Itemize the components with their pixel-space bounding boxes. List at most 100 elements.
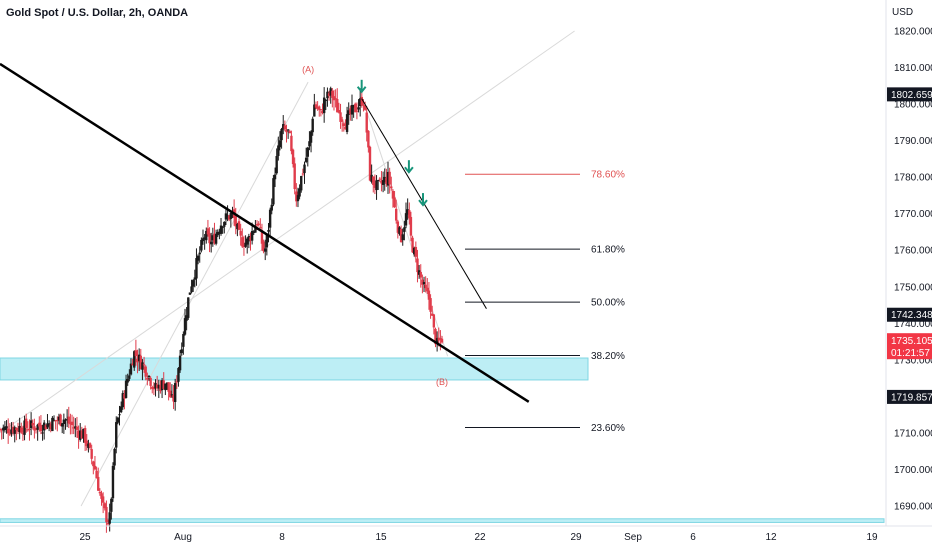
candle[interactable] xyxy=(394,199,398,224)
candle[interactable] xyxy=(31,419,34,430)
candle[interactable] xyxy=(77,425,80,449)
candle[interactable] xyxy=(33,418,36,439)
candle[interactable] xyxy=(190,279,193,294)
candle[interactable] xyxy=(249,232,252,251)
price-tag[interactable] xyxy=(887,307,932,322)
candle[interactable] xyxy=(345,106,349,135)
candle[interactable] xyxy=(432,314,436,335)
candle[interactable] xyxy=(352,104,355,118)
candle[interactable] xyxy=(137,348,141,371)
candle[interactable] xyxy=(23,415,26,441)
candle[interactable] xyxy=(15,427,18,441)
candle[interactable] xyxy=(393,191,396,208)
candle[interactable] xyxy=(111,462,115,502)
candle[interactable] xyxy=(34,427,38,434)
candle[interactable] xyxy=(252,230,255,236)
candle[interactable] xyxy=(414,241,418,263)
candle[interactable] xyxy=(203,234,206,250)
candle[interactable] xyxy=(373,174,377,195)
candle[interactable] xyxy=(175,375,179,389)
candle[interactable] xyxy=(390,176,393,191)
candle[interactable] xyxy=(41,424,44,441)
candle[interactable] xyxy=(195,248,198,286)
candle[interactable] xyxy=(385,168,388,187)
candle[interactable] xyxy=(308,131,311,151)
candle[interactable] xyxy=(126,373,129,386)
candle[interactable] xyxy=(85,434,88,451)
candle[interactable] xyxy=(223,221,226,234)
candle[interactable] xyxy=(59,413,62,427)
candle[interactable] xyxy=(74,418,77,438)
candle[interactable] xyxy=(380,171,383,192)
candle[interactable] xyxy=(105,500,108,533)
candle[interactable] xyxy=(82,428,85,443)
candle[interactable] xyxy=(311,116,314,136)
candle[interactable] xyxy=(295,183,298,207)
candle[interactable] xyxy=(113,447,116,470)
candle[interactable] xyxy=(331,88,334,108)
candle[interactable] xyxy=(151,385,154,394)
candle[interactable] xyxy=(49,421,52,433)
candle[interactable] xyxy=(298,184,301,200)
candle[interactable] xyxy=(234,207,237,235)
candle[interactable] xyxy=(61,422,64,434)
candle[interactable] xyxy=(316,101,319,111)
candle[interactable] xyxy=(180,342,183,356)
candle[interactable] xyxy=(115,416,118,454)
candle[interactable] xyxy=(429,294,432,319)
candle[interactable] xyxy=(388,167,391,194)
candle[interactable] xyxy=(51,416,54,432)
candle[interactable] xyxy=(24,413,28,433)
candle[interactable] xyxy=(128,369,131,382)
candle[interactable] xyxy=(70,414,74,435)
candle[interactable] xyxy=(246,237,249,254)
candle[interactable] xyxy=(376,179,380,190)
candle[interactable] xyxy=(133,350,136,371)
candle[interactable] xyxy=(196,254,200,265)
candle[interactable] xyxy=(339,103,342,129)
fan-line[interactable] xyxy=(80,81,309,507)
candle[interactable] xyxy=(162,372,165,390)
candle[interactable] xyxy=(165,382,169,390)
candle[interactable] xyxy=(206,219,210,237)
candle[interactable] xyxy=(108,503,111,532)
candle[interactable] xyxy=(62,413,66,434)
candle[interactable] xyxy=(100,490,103,506)
candle[interactable] xyxy=(208,227,211,253)
candle[interactable] xyxy=(367,130,370,153)
candle[interactable] xyxy=(329,86,332,104)
candle[interactable] xyxy=(28,419,31,441)
candle[interactable] xyxy=(319,108,323,117)
candle[interactable] xyxy=(350,94,354,121)
descending-trend-line[interactable] xyxy=(0,62,530,403)
candle[interactable] xyxy=(296,187,300,208)
candle[interactable] xyxy=(408,202,411,225)
candle[interactable] xyxy=(318,105,321,117)
candle[interactable] xyxy=(267,223,270,243)
candle[interactable] xyxy=(416,249,419,283)
candle[interactable] xyxy=(21,425,25,441)
candle[interactable] xyxy=(20,422,23,434)
candle[interactable] xyxy=(88,442,92,450)
candle[interactable] xyxy=(278,131,282,151)
candle[interactable] xyxy=(185,307,188,331)
candle[interactable] xyxy=(134,339,138,366)
candle[interactable] xyxy=(29,412,33,436)
candle[interactable] xyxy=(340,116,344,132)
candle[interactable] xyxy=(344,119,347,130)
candle[interactable] xyxy=(147,375,151,381)
candle[interactable] xyxy=(118,405,121,426)
candle[interactable] xyxy=(218,228,221,240)
candle[interactable] xyxy=(304,147,308,164)
candle[interactable] xyxy=(406,198,409,220)
candle[interactable] xyxy=(46,414,49,430)
candle[interactable] xyxy=(213,222,216,245)
candle[interactable] xyxy=(129,358,133,376)
price-axis[interactable]: USD 1690.0001700.0001710.0001720.0001730… xyxy=(885,0,932,526)
candle[interactable] xyxy=(224,208,228,225)
candle[interactable] xyxy=(303,161,306,184)
candle[interactable] xyxy=(123,390,126,410)
down-arrow-icon[interactable] xyxy=(404,160,414,174)
candle[interactable] xyxy=(142,356,146,373)
candle[interactable] xyxy=(205,227,208,244)
